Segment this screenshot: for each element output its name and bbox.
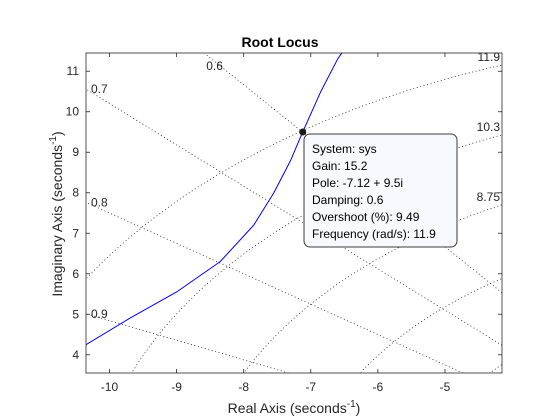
frequency-arc: [489, 364, 502, 374]
data-tip-line: Frequency (rad/s): 11.9: [312, 227, 436, 241]
locus-line: [86, 53, 343, 346]
damping-label: 0.8: [91, 195, 108, 209]
y-tick-label: 11: [67, 64, 80, 78]
y-tick-label: 4: [72, 348, 79, 362]
y-tick-label: 9: [72, 145, 79, 159]
y-tick-label: 8: [72, 186, 79, 200]
damping-line: [85, 88, 503, 346]
frequency-label: 10.3: [477, 120, 501, 134]
x-tick-label: -8: [238, 380, 249, 394]
locus-series: [86, 53, 343, 346]
frequency-label: 8.75: [477, 190, 501, 204]
plot-frame: [85, 52, 503, 374]
data-tip-line: Damping: 0.6: [312, 193, 384, 207]
data-tip-box: [303, 133, 458, 248]
data-tip-line: System: sys: [312, 142, 377, 156]
x-tick-label: -9: [171, 380, 182, 394]
x-tick-label: -7: [305, 380, 316, 394]
y-tick-label: 6: [72, 267, 79, 281]
data-tip-marker[interactable]: [299, 128, 307, 136]
damping-label: 0.7: [91, 82, 108, 96]
data-tip[interactable]: System: sys Gain: 15.2 Pole: -7.12 + 9.5…: [303, 133, 458, 248]
damping-label: 0.6: [206, 59, 223, 73]
damping-label: 0.9: [91, 307, 108, 321]
frequency-arc: [86, 64, 502, 279]
data-tip-line: Overshoot (%): 9.49: [312, 210, 420, 224]
data-tip-line: Gain: 15.2: [312, 159, 368, 173]
sgrid-labels: 0.6 0.7 0.8 0.9 11.9 10.3 8.75: [91, 50, 500, 321]
y-tick-label: 7: [72, 226, 79, 240]
frequency-arc: [131, 134, 502, 373]
data-tip-marker-group: [299, 128, 307, 136]
x-tick-label: -5: [440, 380, 451, 394]
damping-line: [85, 202, 464, 374]
y-tick-label: 10: [66, 105, 80, 119]
x-tick-label: -10: [101, 380, 119, 394]
x-tick-label: -6: [373, 380, 384, 394]
y-axis: 4 5 6 7 8 9 10 11: [66, 64, 502, 362]
x-axis-label: Real Axis (seconds-1): [228, 399, 361, 416]
data-tip-line: Pole: -7.12 + 9.5i: [312, 176, 403, 190]
y-axis-label: Imaginary Axis (seconds-1): [48, 131, 65, 296]
y-tick-label: 5: [72, 307, 79, 321]
frequency-label: 11.9: [478, 50, 501, 64]
chart-title: Root Locus: [242, 34, 319, 50]
x-axis: -10 -9 -8 -7 -6 -5: [101, 53, 451, 394]
